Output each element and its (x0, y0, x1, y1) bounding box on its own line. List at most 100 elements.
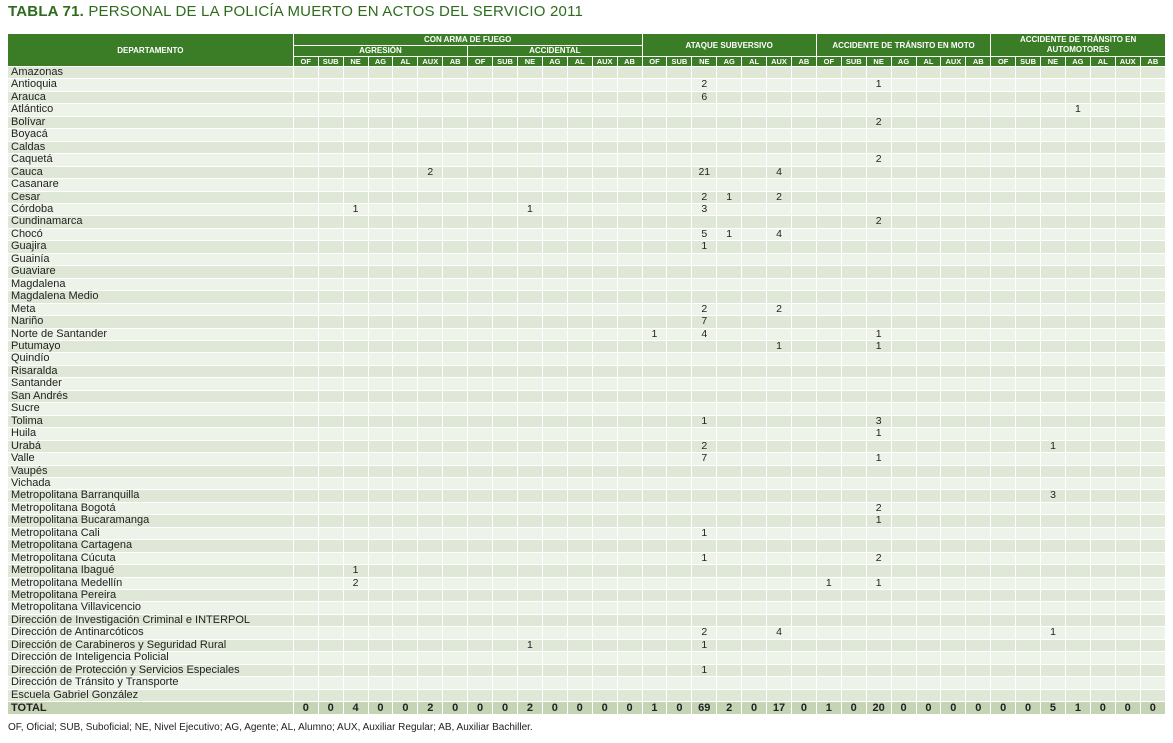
table-cell (542, 290, 568, 304)
table-cell (343, 116, 369, 130)
table-cell (916, 614, 942, 628)
table-cell (467, 552, 494, 566)
table-cell (542, 440, 568, 454)
department-name: Guainía (8, 253, 294, 267)
table-cell (866, 626, 892, 640)
table-cell (1015, 626, 1042, 640)
table-cell (343, 402, 369, 416)
table-row: Escuela Gabriel González (8, 689, 1167, 703)
table-cell (816, 116, 842, 130)
table-cell (866, 203, 892, 217)
table-cell (1065, 228, 1091, 242)
table-cell (1140, 577, 1167, 591)
table-cell (1040, 166, 1066, 180)
table-cell (816, 141, 842, 155)
table-cell (965, 514, 992, 528)
table-cell (318, 78, 344, 92)
table-cell (816, 340, 842, 354)
table-cell (716, 128, 743, 142)
table-cell (866, 290, 892, 304)
table-cell (990, 340, 1017, 354)
table-cell (990, 215, 1017, 229)
table-cell (666, 527, 693, 541)
table-cell (1065, 601, 1091, 615)
table-cell (666, 365, 693, 379)
table-cell (1090, 626, 1116, 640)
table-cell (343, 303, 369, 317)
table-cell (990, 253, 1017, 267)
table-cell (891, 589, 917, 603)
table-cell (517, 178, 543, 192)
table-cell (467, 340, 494, 354)
table-cell (791, 253, 817, 267)
total-cell: 0 (567, 701, 593, 716)
table-cell (1040, 141, 1066, 155)
subcol-ne-header: NE (866, 56, 892, 67)
table-cell (467, 365, 494, 379)
table-cell (1115, 166, 1141, 180)
table-cell: 1 (866, 328, 892, 341)
table-cell (990, 552, 1017, 566)
table-row: Dirección de Carabineros y Seguridad Rur… (8, 639, 1167, 653)
table-cell: 1 (343, 203, 369, 217)
table-cell: 2 (866, 153, 892, 167)
table-cell (791, 390, 817, 404)
table-cell (368, 465, 394, 478)
table-cell (1040, 564, 1066, 578)
table-cell (1140, 651, 1167, 665)
table-cell (1090, 265, 1116, 279)
table-cell (1115, 676, 1141, 690)
table-cell (791, 415, 817, 429)
table-cell (642, 465, 668, 478)
table-cell: 2 (866, 502, 892, 516)
table-cell (716, 415, 743, 429)
table-cell (492, 191, 518, 205)
table-cell (442, 240, 469, 254)
table-cell (617, 676, 643, 690)
table-cell (691, 116, 718, 130)
table-cell (965, 415, 992, 429)
total-cell: 0 (368, 701, 394, 716)
table-cell (816, 103, 842, 117)
department-name: Caldas (8, 141, 294, 155)
table-cell (940, 390, 967, 404)
table-cell (816, 601, 842, 615)
table-cell (293, 415, 319, 429)
table-cell (990, 477, 1017, 491)
table-cell (691, 253, 718, 267)
table-cell (691, 477, 718, 491)
table-cell (1015, 91, 1042, 105)
table-cell (791, 589, 817, 603)
table-cell (492, 664, 518, 678)
table-cell (965, 452, 992, 466)
table-cell (791, 664, 817, 678)
table-cell (916, 141, 942, 155)
table-cell (691, 352, 718, 366)
table-cell (1115, 689, 1141, 703)
table-cell (841, 689, 867, 703)
subcol-ne-header: NE (517, 56, 543, 67)
table-cell (318, 676, 344, 690)
department-name: Metropolitana Cúcuta (8, 552, 294, 566)
table-cell (741, 402, 768, 416)
table-cell (617, 66, 643, 80)
table-cell (841, 66, 867, 80)
table-cell (1015, 452, 1042, 466)
department-name: Metropolitana Ibagué (8, 564, 294, 578)
table-cell (1140, 153, 1167, 167)
table-cell (816, 328, 842, 341)
table-cell (1090, 651, 1116, 665)
table-cell (766, 377, 792, 391)
table-cell (940, 240, 967, 254)
table-cell (642, 489, 668, 503)
table-cell (891, 128, 917, 142)
table-cell (318, 240, 344, 254)
table-cell (1140, 402, 1167, 416)
table-cell (467, 290, 494, 304)
table-cell (542, 676, 568, 690)
table-cell (392, 577, 419, 591)
table-cell (891, 303, 917, 317)
department-name: Santander (8, 377, 294, 391)
table-cell (368, 153, 394, 167)
table-cell (791, 66, 817, 80)
